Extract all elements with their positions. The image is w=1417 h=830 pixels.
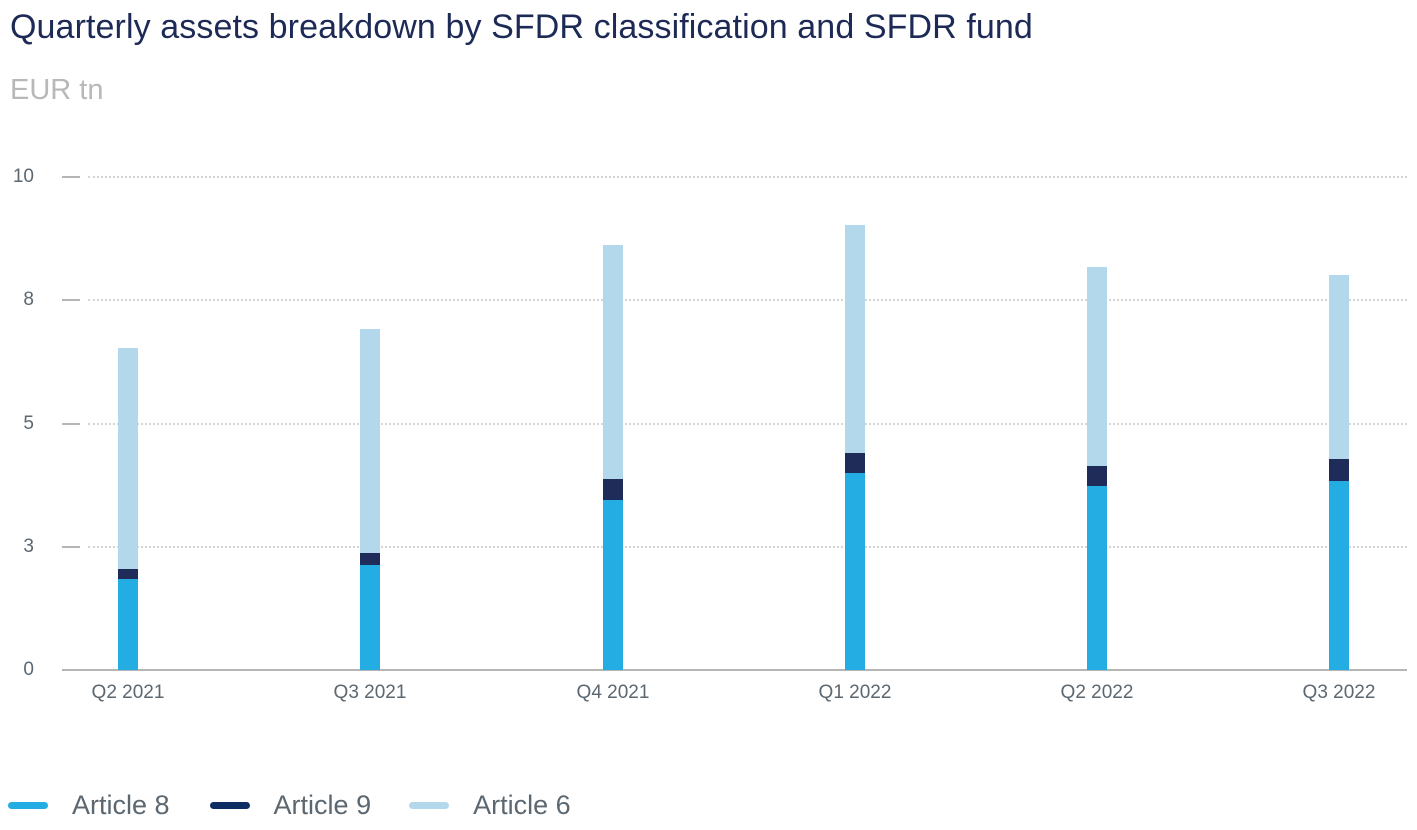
bar-segment-article-9[interactable] (118, 568, 138, 579)
bar-segment-article-6[interactable] (845, 224, 865, 453)
legend-swatch-icon (209, 802, 250, 809)
bar-segment-article-6[interactable] (360, 329, 380, 554)
x-tick-label: Q4 2021 (576, 682, 650, 703)
y-tick-label: 5 (23, 412, 34, 434)
x-tick-label: Q2 2021 (91, 682, 165, 703)
legend-label: Article 9 (273, 790, 372, 820)
y-tick-mark (62, 545, 80, 548)
bar-segment-article-8[interactable] (1087, 486, 1107, 670)
gridline (88, 299, 1407, 302)
gridline (88, 176, 1407, 178)
bar-segment-article-8[interactable] (603, 499, 623, 670)
y-tick-mark (62, 422, 80, 425)
y-tick-label: 10 (12, 166, 34, 187)
bar-segment-article-6[interactable] (1087, 266, 1107, 466)
legend: Article 8 Article 9 Article 6 (8, 790, 571, 821)
plot-area: 0 3 5 8 10 Q2 2021 Q3 2021 Q4 2021 Q1 2022 Q2 20… (12, 166, 1407, 703)
stacked-bar[interactable] (1329, 275, 1349, 670)
stacked-bar[interactable] (1087, 266, 1107, 670)
legend-swatch-icon (409, 802, 450, 809)
bar-segment-article-8[interactable] (1329, 481, 1349, 670)
legend-label: Article 8 (72, 790, 170, 820)
stacked-bar[interactable] (360, 329, 380, 670)
legend-item-article-8[interactable]: Article 8 (8, 790, 170, 821)
stacked-bar[interactable] (845, 224, 865, 670)
legend-label: Article 6 (473, 790, 571, 820)
bar-segment-article-6[interactable] (1329, 275, 1349, 459)
x-tick-label: Q3 2021 (333, 682, 407, 703)
chart-subtitle-unit: EUR tn (10, 74, 104, 106)
legend-item-article-6[interactable]: Article 6 (409, 790, 571, 821)
bar-segment-article-9[interactable] (603, 478, 623, 500)
x-tick-label: Q3 2022 (1302, 682, 1376, 703)
gridline (88, 422, 1407, 425)
x-tick-label: Q1 2022 (818, 682, 892, 703)
y-tick-label: 3 (23, 535, 34, 557)
bar-segment-article-8[interactable] (360, 564, 380, 670)
y-tick-mark (62, 299, 80, 302)
bar-segment-article-6[interactable] (603, 244, 623, 479)
bar-segment-article-8[interactable] (845, 472, 865, 670)
y-tick-label: 0 (23, 659, 34, 680)
bar-segment-article-6[interactable] (118, 348, 138, 569)
bar-segment-article-8[interactable] (118, 578, 138, 670)
bar-segment-article-9[interactable] (845, 452, 865, 473)
gridline (88, 545, 1407, 548)
x-axis-line (62, 669, 1407, 671)
y-tick-mark (62, 176, 80, 178)
y-tick-label: 8 (23, 289, 34, 311)
stacked-bar[interactable] (603, 244, 623, 670)
bar-segment-article-9[interactable] (1087, 465, 1107, 487)
bar-segment-article-9[interactable] (360, 553, 380, 565)
bar-segment-article-9[interactable] (1329, 458, 1349, 482)
legend-swatch-icon (8, 802, 48, 809)
chart-title: Quarterly assets breakdown by SFDR class… (10, 8, 1033, 46)
stacked-bar[interactable] (118, 348, 138, 670)
x-tick-label: Q2 2022 (1060, 682, 1134, 703)
legend-item-article-9[interactable]: Article 9 (209, 790, 372, 821)
